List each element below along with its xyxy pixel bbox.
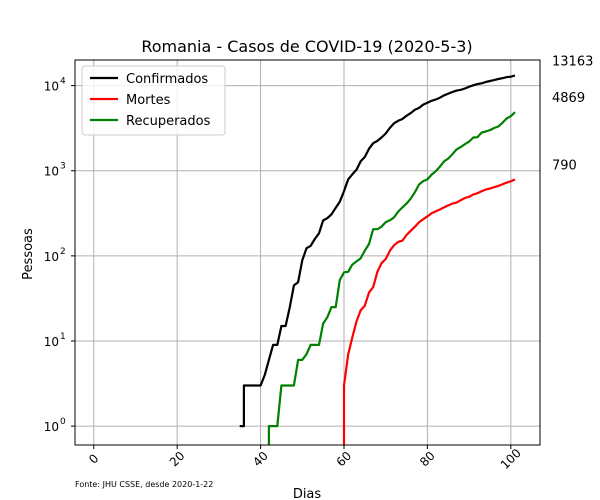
plot-frame	[74, 59, 541, 446]
x-tick-label: 0	[86, 451, 101, 466]
y-tick-exponent: 4	[60, 77, 66, 87]
x-tick-label: 80	[417, 449, 438, 470]
y-tick-exponent: 0	[60, 417, 66, 427]
end-label-confirmados: 13163	[552, 54, 593, 69]
source-note: Fonte: JHU CSSE, desde 2020-1-22	[75, 480, 213, 489]
x-tick-label: 20	[167, 449, 188, 470]
legend-label-recuperados: Recuperados	[126, 114, 211, 129]
y-tick-label: 10	[44, 420, 59, 434]
legend-box	[81, 65, 226, 136]
y-tick-label: 10	[44, 250, 59, 264]
legend-label-mortes: Mortes	[126, 93, 171, 108]
series-line-confirmados	[239, 74, 516, 428]
y-tick-exponent: 1	[60, 332, 66, 342]
end-label-mortes: 790	[552, 158, 577, 173]
legend-label-confirmados: Confirmados	[126, 72, 208, 87]
y-tick-exponent: 2	[60, 247, 66, 257]
series-layer	[239, 74, 516, 445]
end-label-recuperados: 4869	[552, 91, 585, 106]
y-tick-label: 10	[44, 335, 59, 349]
legend: Confirmados Mortes Recuperados	[81, 65, 226, 136]
y-tick-label: 10	[44, 80, 59, 94]
x-axis-ticks: 0 20 40 60 80 100	[86, 445, 524, 472]
chart-title: Romania - Casos de COVID-19 (2020-5-3)	[141, 37, 472, 56]
y-tick-exponent: 3	[60, 162, 66, 172]
x-tick-label: 40	[250, 449, 271, 470]
end-value-labels: 13163 790 4869	[552, 54, 593, 173]
y-axis-label: Pessoas	[21, 228, 36, 280]
x-axis-label: Dias	[293, 487, 322, 500]
x-tick-label: 60	[334, 449, 355, 470]
y-tick-label: 10	[44, 165, 59, 179]
x-tick-label: 100	[498, 446, 524, 472]
series-line-recuperados	[267, 111, 516, 445]
series-line-mortes	[342, 178, 516, 445]
